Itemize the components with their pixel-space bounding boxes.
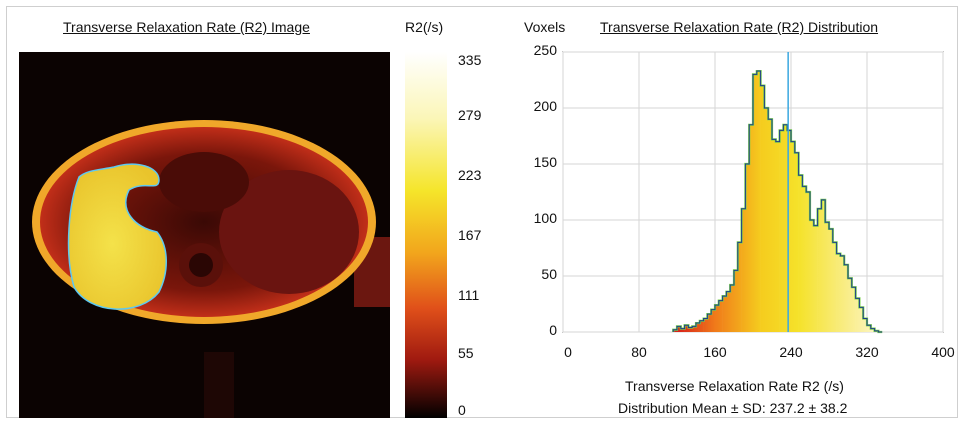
- histogram-bar: [870, 328, 875, 332]
- histogram-bar: [688, 327, 693, 332]
- histogram-bar: [684, 325, 689, 332]
- x-tick-label: 400: [931, 344, 955, 360]
- histogram-bar: [791, 141, 796, 332]
- histogram-bar: [802, 186, 807, 332]
- histogram-bar: [753, 74, 758, 333]
- histogram-bar: [677, 326, 682, 332]
- histogram-bar: [840, 255, 845, 332]
- histogram-bar: [756, 71, 761, 332]
- histogram-bar: [787, 130, 792, 332]
- y-tick-label: 50: [541, 266, 557, 282]
- x-axis-label: Transverse Relaxation Rate R2 (/s): [625, 378, 844, 394]
- x-tick-label: 160: [703, 344, 727, 360]
- histogram-bar: [798, 175, 803, 332]
- histogram-bar: [829, 228, 834, 332]
- histogram-bar: [783, 124, 788, 332]
- histogram-bar: [779, 130, 784, 332]
- histogram-bar: [775, 141, 780, 332]
- y-axis-label: Voxels: [524, 19, 566, 35]
- histogram-bar: [764, 108, 769, 332]
- y-tick-label: 250: [533, 42, 557, 58]
- histogram-bar: [718, 300, 723, 332]
- x-tick-label: 0: [564, 344, 572, 360]
- chart-title: Transverse Relaxation Rate (R2) Distribu…: [600, 19, 879, 35]
- histogram-bar: [680, 328, 685, 332]
- colorbar-tick: 335: [458, 52, 482, 68]
- histogram-bar: [825, 222, 830, 332]
- histogram-bar: [726, 291, 731, 332]
- y-tick-label: 150: [533, 154, 557, 170]
- y-tick-label: 0: [549, 322, 557, 338]
- histogram-bar: [703, 318, 708, 332]
- histogram-bar: [772, 139, 777, 332]
- figure-frame: [6, 6, 958, 418]
- histogram-bar: [707, 314, 712, 332]
- histogram-bar: [817, 208, 822, 332]
- histogram-bar: [749, 124, 754, 332]
- x-tick-label: 320: [855, 344, 879, 360]
- histogram-bar: [696, 323, 701, 332]
- histogram-bar: [859, 307, 864, 332]
- histogram-bar: [760, 85, 765, 332]
- histogram-bar: [699, 320, 704, 332]
- histogram-bar: [692, 326, 697, 332]
- colorbar-tick: 0: [458, 402, 466, 418]
- histogram-bar: [848, 278, 853, 332]
- histogram-bar: [734, 270, 739, 332]
- histogram-bar: [806, 192, 811, 332]
- y-tick-label: 100: [533, 210, 557, 226]
- histogram-bar: [745, 164, 750, 332]
- histogram-bar: [737, 242, 742, 332]
- r2-mri-image: [19, 52, 390, 418]
- histogram-bar: [673, 329, 678, 332]
- histogram-bar: [813, 225, 818, 332]
- histogram-bar: [741, 208, 746, 332]
- colorbar-tick: 223: [458, 167, 482, 183]
- colorbar-tick: 111: [458, 287, 480, 303]
- histogram-bar: [730, 284, 735, 332]
- colorbar-label: R2(/s): [405, 19, 444, 35]
- histogram-bars: [673, 71, 879, 333]
- histogram-bar: [794, 152, 799, 332]
- histogram-outline: [672, 69, 883, 334]
- histogram-bar: [844, 264, 849, 332]
- x-tick-label: 240: [779, 344, 803, 360]
- histogram-outline-blue: [672, 70, 883, 333]
- colorbar-tick: 279: [458, 107, 482, 123]
- image-title: Transverse Relaxation Rate (R2) Image: [63, 19, 310, 35]
- histogram-bar: [836, 253, 841, 332]
- histogram-bar: [867, 325, 872, 332]
- colorbar-tick: 55: [458, 345, 474, 361]
- histogram-bar: [715, 305, 720, 332]
- histogram-bar: [832, 242, 837, 332]
- histogram-bar: [711, 309, 716, 332]
- histogram-bar: [768, 119, 773, 332]
- distribution-stats: Distribution Mean ± SD: 237.2 ± 38.2: [618, 400, 848, 416]
- histogram-bar: [722, 296, 727, 332]
- colorbar-tick: 167: [458, 227, 482, 243]
- histogram-bar: [851, 287, 856, 332]
- y-tick-label: 200: [533, 98, 557, 114]
- mri-slice-graphic: [19, 52, 390, 418]
- r2-colorbar: [405, 52, 447, 418]
- histogram-bar: [855, 298, 860, 332]
- x-tick-label: 80: [631, 344, 647, 360]
- histogram-bar: [863, 318, 868, 332]
- histogram-bar: [821, 199, 826, 332]
- histogram-bar: [810, 220, 815, 332]
